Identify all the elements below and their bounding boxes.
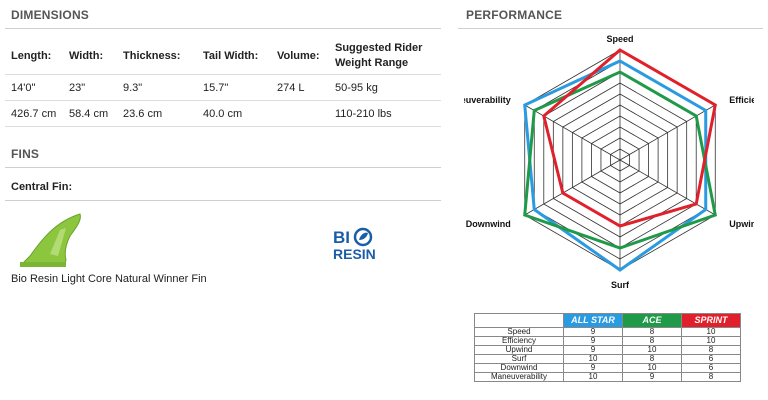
dimensions-header-row: Length: Width: Thickness: Tail Width: Vo… [5, 38, 441, 75]
performance-divider [458, 28, 763, 29]
series-header-ace: ACE [622, 313, 682, 328]
grid-spoke [619, 104, 716, 161]
cell-length: 14'0" [5, 74, 63, 101]
cell-tail-width: 15.7" [197, 74, 271, 101]
grid-spoke [619, 159, 716, 216]
cell-volume: 274 L [271, 74, 329, 101]
axis-label: Upwind [729, 219, 754, 229]
header-thickness: Thickness: [117, 38, 197, 75]
table-row: 426.7 cm 58.4 cm 23.6 cm 40.0 cm 110-210… [5, 100, 441, 127]
series-header-sprint: SPRINT [681, 313, 741, 328]
axis-label: Speed [606, 34, 633, 44]
table-row: 14'0" 23" 9.3" 15.7" 274 L 50-95 kg [5, 74, 441, 101]
value-cell: 10 [563, 372, 623, 382]
cell-rider-weight: 50-95 kg [329, 74, 441, 101]
grid-spoke [524, 104, 621, 161]
header-tail-width: Tail Width: [197, 38, 271, 75]
axis-label: Efficiency [729, 95, 754, 105]
central-fin-label: Central Fin: [11, 181, 73, 193]
cell-width: 58.4 cm [63, 100, 117, 127]
central-fin-divider [5, 200, 441, 201]
axis-label: Downwind [466, 219, 511, 229]
value-cell: 9 [622, 372, 682, 382]
performance-header-row: ALL STAR ACE SPRINT [474, 313, 741, 328]
performance-heading: PERFORMANCE [466, 8, 563, 22]
bio-resin-logo: BI RESIN [333, 227, 376, 261]
fins-heading: FINS [11, 147, 40, 161]
cell-thickness: 23.6 cm [117, 100, 197, 127]
cell-length: 426.7 cm [5, 100, 63, 127]
table-row: Surf 10 8 6 [474, 354, 741, 364]
cell-volume [271, 100, 329, 127]
header-rider-weight: Suggested Rider Weight Range [329, 38, 441, 75]
dimensions-heading: DIMENSIONS [11, 8, 90, 22]
svg-text:RESIN: RESIN [333, 246, 376, 261]
performance-radar-chart: Speed Efficiency Upwind Surf Downwind Maneuve… [464, 34, 754, 290]
cell-width: 23" [63, 74, 117, 101]
svg-text:BI: BI [333, 228, 350, 247]
row-label: Maneuverability [474, 372, 564, 382]
series-line [523, 70, 717, 250]
dimensions-table: Length: Width: Thickness: Tail Width: Vo… [5, 38, 441, 127]
axis-label: Surf [611, 280, 630, 290]
cell-rider-weight: 110-210 lbs [329, 100, 441, 127]
grid-spoke [524, 159, 621, 216]
header-blank [474, 313, 564, 328]
value-cell: 8 [681, 372, 741, 382]
table-row: Maneuverability 10 9 8 [474, 372, 741, 382]
header-volume: Volume: [271, 38, 329, 75]
fin-image [20, 213, 81, 267]
cell-tail-width: 40.0 cm [197, 100, 271, 127]
series-line [523, 59, 708, 272]
fin-name: Bio Resin Light Core Natural Winner Fin [11, 273, 207, 285]
series-line [542, 48, 717, 228]
performance-table: ALL STAR ACE SPRINT Speed 9 8 10 Efficiency 9… [474, 313, 741, 382]
series-header-all-star: ALL STAR [563, 313, 623, 328]
dimensions-divider [5, 28, 441, 29]
cell-thickness: 9.3" [117, 74, 197, 101]
header-width: Width: [63, 38, 117, 75]
header-length: Length: [5, 38, 63, 75]
axis-label: Maneuverability [464, 95, 511, 105]
fins-divider [5, 167, 441, 168]
